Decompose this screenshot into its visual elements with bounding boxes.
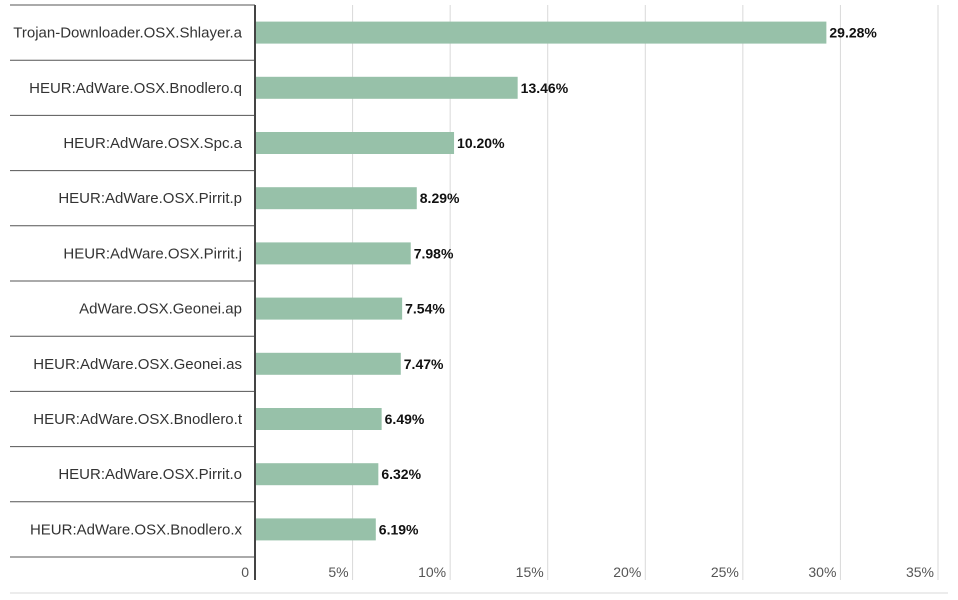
category-label-2: HEUR:AdWare.OSX.Spc.a [63, 135, 242, 152]
x-tick-label-2: 10% [418, 564, 446, 580]
value-label-5: 7.54% [405, 301, 445, 317]
bar-1 [255, 76, 518, 99]
category-label-6: HEUR:AdWare.OSX.Geonei.as [33, 356, 242, 373]
bar-7 [255, 408, 382, 430]
bar-5 [255, 297, 403, 320]
grid-lines [352, 5, 939, 580]
category-labels: Trojan-Downloader.OSX.Shlayer.a HEUR:AdWa… [13, 25, 243, 539]
value-label-2: 10.20% [457, 135, 505, 151]
value-label-3: 8.29% [420, 190, 460, 206]
category-label-3: HEUR:AdWare.OSX.Pirrit.p [58, 190, 242, 207]
value-label-0: 29.28% [829, 25, 877, 41]
category-label-7: HEUR:AdWare.OSX.Bnodlero.t [33, 411, 243, 428]
x-tick-label-0: 0 [241, 564, 249, 580]
value-label-4: 7.98% [414, 245, 454, 261]
category-label-5: AdWare.OSX.Geonei.ap [79, 301, 242, 318]
bar-2 [255, 132, 455, 154]
value-label-1: 13.46% [521, 80, 569, 96]
x-tick-label-7: 35% [906, 564, 934, 580]
value-labels: 29.28% 13.46% 10.20% 8.29% 7.98% 7.54% 7.47% 6.… [379, 25, 878, 538]
category-label-8: HEUR:AdWare.OSX.Pirrit.o [58, 466, 242, 483]
category-label-9: HEUR:AdWare.OSX.Bnodlero.x [30, 521, 243, 538]
x-tick-label-3: 15% [516, 564, 544, 580]
bar-9 [255, 518, 376, 541]
value-label-7: 6.49% [385, 411, 425, 427]
bar-3 [255, 187, 417, 210]
x-tick-label-6: 30% [808, 564, 836, 580]
bars [255, 21, 827, 541]
value-label-6: 7.47% [404, 356, 444, 372]
bar-0 [255, 21, 827, 44]
x-tick-labels: 0 5% 10% 15% 20% 25% 30% 35% [241, 564, 934, 580]
category-label-1: HEUR:AdWare.OSX.Bnodlero.q [29, 80, 242, 97]
category-label-0: Trojan-Downloader.OSX.Shlayer.a [13, 25, 242, 42]
x-tick-label-5: 25% [711, 564, 739, 580]
x-tick-label-1: 5% [328, 564, 348, 580]
value-label-9: 6.19% [379, 521, 419, 537]
bar-6 [255, 352, 401, 375]
value-label-8: 6.32% [381, 466, 421, 482]
x-tick-label-4: 20% [613, 564, 641, 580]
category-label-4: HEUR:AdWare.OSX.Pirrit.j [63, 245, 242, 262]
bar-4 [255, 242, 411, 265]
bar-8 [255, 463, 379, 486]
category-separators [10, 4, 255, 558]
